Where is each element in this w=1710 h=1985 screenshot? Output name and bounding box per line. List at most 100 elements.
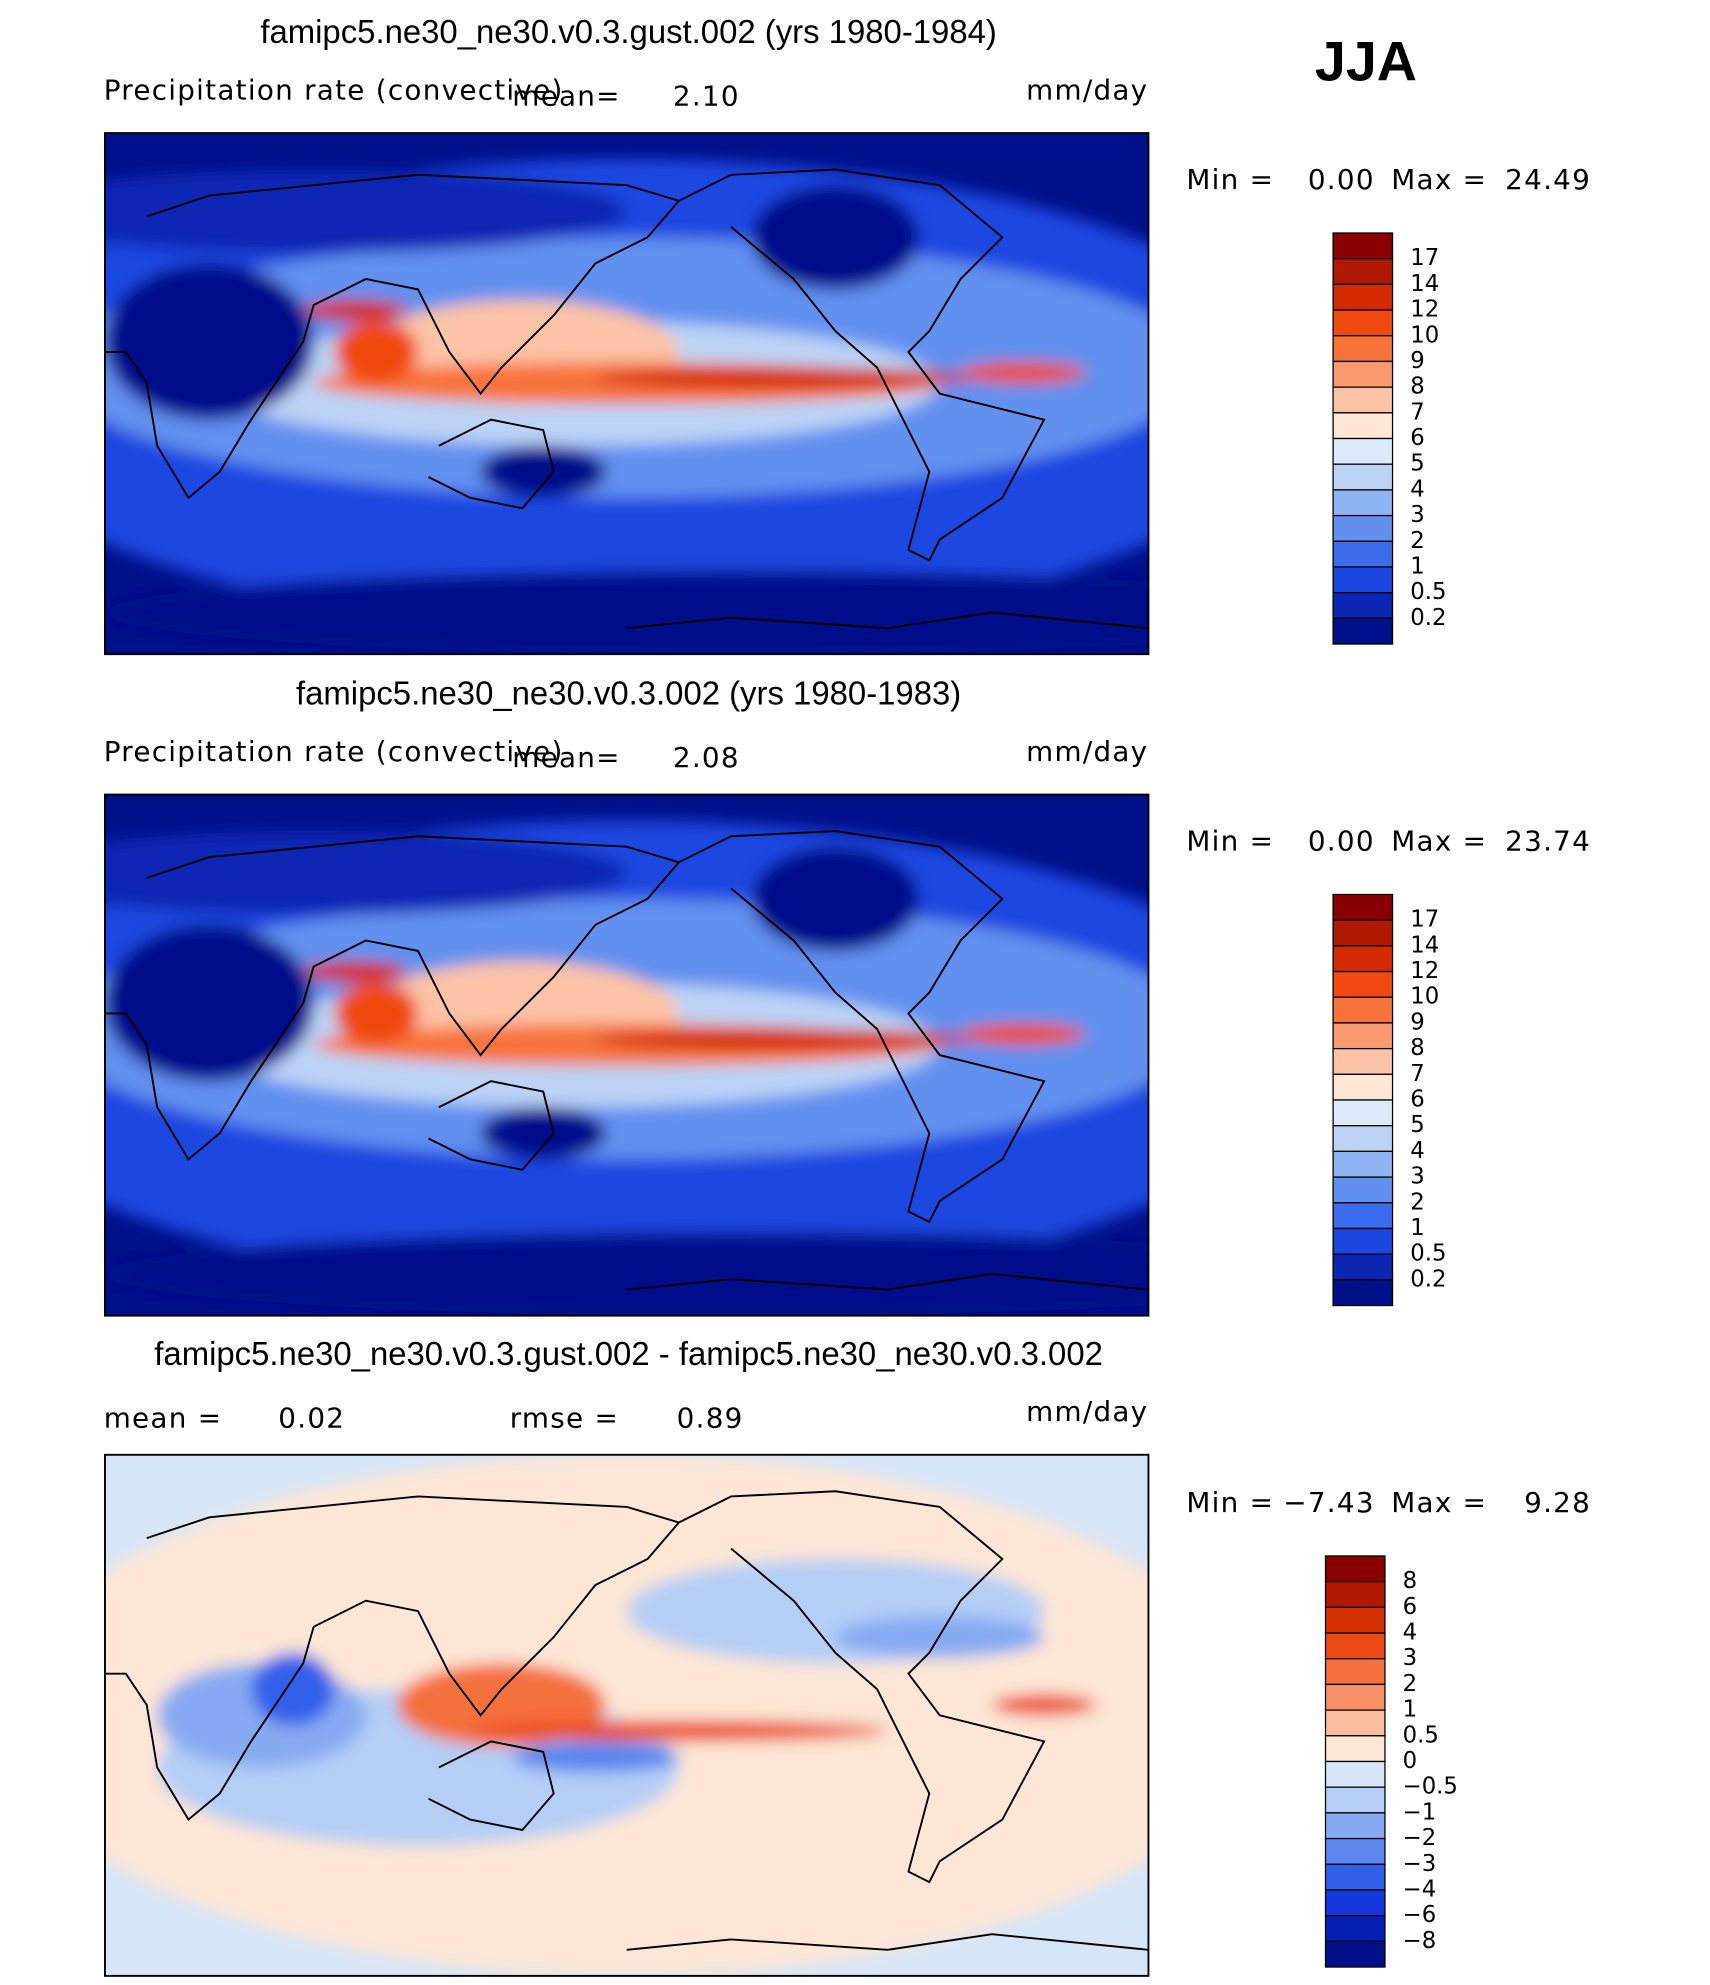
colorbar-box	[1332, 592, 1394, 619]
colorbar-box	[1332, 1150, 1394, 1178]
field-contour	[303, 299, 408, 321]
colorbar-box	[1332, 1073, 1394, 1101]
units-label: mm/day	[1026, 73, 1148, 106]
field-contour	[105, 1232, 1149, 1316]
field-contour	[960, 1023, 1086, 1045]
coastline	[626, 1933, 1149, 1951]
colorbar-box	[1332, 893, 1394, 921]
colorbar-box	[1324, 1606, 1386, 1634]
colorbar-label: 17	[1410, 907, 1439, 933]
colorbar-box	[1324, 1786, 1386, 1814]
field-contour	[480, 1107, 606, 1160]
map	[104, 794, 1149, 1316]
coastline	[626, 1273, 1149, 1291]
colorbar-label: −2	[1403, 1825, 1437, 1851]
colorbar-box	[1332, 919, 1394, 947]
coastline	[104, 1495, 681, 1821]
field-contour	[105, 570, 1149, 655]
colorbar-box	[1332, 1022, 1394, 1050]
coastline	[678, 1490, 1046, 1884]
field-contour	[470, 1720, 888, 1742]
colorbar-label: 3	[1410, 502, 1424, 528]
max-value: 24.49	[1505, 163, 1591, 196]
colorbar-box	[1332, 360, 1394, 388]
colorbar-box	[1324, 1940, 1386, 1968]
colorbar-box	[1332, 1099, 1394, 1127]
colorbar-label: 3	[1410, 1164, 1424, 1190]
field-contour	[991, 1694, 1097, 1716]
field-contour	[303, 961, 408, 983]
colorbar-label: 6	[1403, 1594, 1417, 1620]
colorbar-label: 0.5	[1410, 1241, 1446, 1267]
map-frame	[104, 132, 1150, 656]
colorbar-label: 10	[1410, 322, 1439, 348]
colorbar-box	[1332, 970, 1394, 998]
field-contour	[480, 445, 606, 498]
colorbar-box	[1332, 1253, 1394, 1281]
colorbar-box	[1324, 1555, 1386, 1583]
colorbar-box	[1324, 1760, 1386, 1788]
colorbar-label: 8	[1410, 374, 1424, 400]
min-label: Min =	[1186, 163, 1274, 196]
coastline	[626, 611, 1149, 630]
map	[104, 1454, 1149, 1976]
colorbar-box	[1332, 540, 1394, 568]
colorbar-label: −0.5	[1403, 1774, 1458, 1800]
field-contour	[751, 185, 919, 290]
map-field	[104, 1454, 1149, 1976]
colorbar-box	[1332, 232, 1394, 260]
colorbar-label: −8	[1403, 1928, 1437, 1954]
colorbar-label: 8	[1410, 1035, 1424, 1061]
field-contour	[104, 924, 314, 1082]
min-value: 0.00	[1308, 825, 1375, 858]
colorbar-box	[1332, 514, 1394, 542]
variable-label: Precipitation rate (convective)	[104, 73, 564, 106]
colorbar-box	[1324, 1812, 1386, 1840]
colorbar-label: 10	[1410, 984, 1439, 1010]
field-contour	[104, 263, 314, 420]
map-frame	[104, 793, 1150, 1317]
units-label: mm/day	[1026, 735, 1148, 768]
colorbar-label: −4	[1403, 1876, 1437, 1902]
colorbar-box	[1332, 258, 1394, 286]
field-contour	[595, 1029, 972, 1050]
colorbar-label: 6	[1410, 1087, 1424, 1113]
colorbar-box	[1332, 1176, 1394, 1204]
colorbar-label: 1	[1403, 1697, 1417, 1723]
colorbar-label: −1	[1403, 1799, 1437, 1825]
mean-label: mean=	[512, 80, 621, 113]
rmse-value: 0.89	[677, 1401, 744, 1434]
map-field	[104, 820, 1149, 1316]
max-label: Max =	[1391, 825, 1487, 858]
field-contour	[595, 367, 972, 389]
colorbar-label: 17	[1410, 245, 1439, 271]
colorbar-label: 1	[1410, 1215, 1424, 1241]
field-contour	[334, 982, 419, 1045]
panel-title: famipc5.ne30_ne30.v0.3.gust.002 - famipc…	[154, 1335, 1103, 1372]
min-label: Min =	[1186, 825, 1274, 858]
colorbar-box	[1332, 996, 1394, 1024]
panel-title: famipc5.ne30_ne30.v0.3.gust.002 (yrs 198…	[260, 13, 997, 50]
mean-value: 0.02	[278, 1401, 345, 1434]
field-contour	[251, 1652, 335, 1726]
mean-value: 2.08	[673, 741, 740, 774]
coastline	[428, 418, 555, 510]
colorbar-box	[1332, 309, 1394, 337]
colorbar-box	[1324, 1709, 1386, 1737]
units-label: mm/day	[1026, 1395, 1148, 1428]
colorbar-label: 4	[1410, 1138, 1424, 1164]
map-frame	[104, 1453, 1150, 1977]
colorbar-label: −6	[1403, 1902, 1437, 1928]
colorbar-label: 14	[1410, 932, 1439, 958]
max-label: Max =	[1391, 163, 1487, 196]
colorbar-box	[1324, 1735, 1386, 1763]
colorbar-box	[1332, 1202, 1394, 1230]
min-label: Min =	[1186, 1486, 1274, 1519]
colorbar-label: 5	[1410, 1112, 1424, 1138]
field-contour	[751, 846, 919, 951]
panel-title: famipc5.ne30_ne30.v0.3.002 (yrs 1980-198…	[296, 675, 961, 712]
colorbar-label: 2	[1403, 1671, 1417, 1697]
colorbar-box	[1324, 1889, 1386, 1917]
colorbar-box	[1332, 945, 1394, 973]
colorbar-box	[1332, 617, 1394, 645]
